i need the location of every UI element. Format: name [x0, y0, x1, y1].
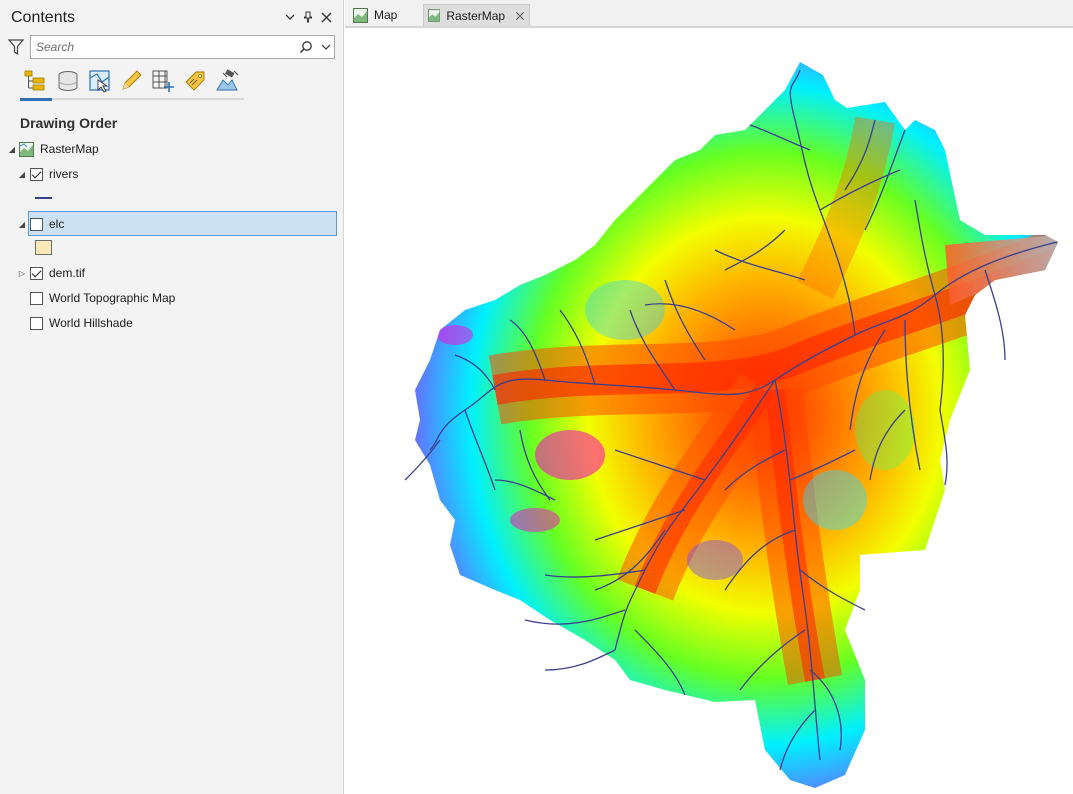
search-options-dropdown[interactable]: [320, 41, 332, 53]
world-hillshade-label: World Hillshade: [49, 316, 133, 330]
dem-label: dem.tif: [49, 266, 86, 280]
elc-label: elc: [49, 217, 65, 231]
contents-pane: Contents: [0, 0, 344, 794]
dem-raster-map[interactable]: [345, 30, 1073, 794]
rivers-label: rivers: [49, 167, 79, 181]
pane-menu-button[interactable]: [282, 8, 298, 26]
dem-elevation-surface: [415, 62, 1058, 788]
search-box[interactable]: [30, 35, 335, 59]
rivers-expander[interactable]: ◢: [18, 169, 26, 179]
rastermap-label: RasterMap: [40, 142, 99, 156]
tree-row-elc[interactable]: elc: [30, 213, 64, 235]
world-hillshade-visibility-checkbox[interactable]: [30, 316, 43, 330]
pane-title: Contents: [11, 9, 76, 26]
pane-pin-button[interactable]: [300, 8, 316, 26]
list-by-selection-icon[interactable]: [87, 68, 113, 94]
dem-visibility-checkbox[interactable]: [30, 266, 43, 280]
search-input[interactable]: [31, 36, 291, 58]
selected-layer-highlight: [28, 211, 337, 236]
rivers-visibility-checkbox[interactable]: [30, 167, 43, 181]
list-by-labeling-icon[interactable]: [182, 68, 208, 94]
tab-map[interactable]: Map: [349, 4, 401, 26]
map-view[interactable]: [345, 30, 1073, 794]
world-topographic-label: World Topographic Map: [49, 291, 176, 305]
tree-row-rivers[interactable]: rivers: [30, 163, 78, 185]
world-topographic-visibility-checkbox[interactable]: [30, 291, 43, 305]
list-by-snapping-icon[interactable]: [150, 68, 176, 94]
tree-row-rastermap[interactable]: RasterMap: [19, 138, 99, 160]
pin-icon: [304, 11, 312, 23]
pane-close-button[interactable]: [318, 8, 334, 26]
tree-row-world-hillshade[interactable]: World Hillshade: [30, 312, 133, 334]
elc-visibility-checkbox[interactable]: [30, 217, 43, 231]
elc-expander[interactable]: ◢: [18, 219, 26, 229]
rastermap-expander[interactable]: ◢: [8, 144, 16, 154]
map-icon: [428, 9, 441, 22]
view-tab-bar: Map RasterMap: [345, 0, 1073, 28]
chevron-down-icon: [285, 14, 295, 20]
list-by-perspective-imagery-icon[interactable]: [214, 68, 240, 94]
toolbar-underline: [20, 98, 244, 101]
rivers-line-symbol[interactable]: [35, 197, 52, 199]
tree-row-world-topographic-map[interactable]: World Topographic Map: [30, 287, 175, 309]
map-icon: [353, 7, 368, 23]
tab-rastermap-label: RasterMap: [446, 8, 506, 23]
tree-row-dem[interactable]: dem.tif: [30, 262, 85, 284]
contents-view-toolbar: [20, 66, 244, 100]
list-by-drawing-order-icon[interactable]: [22, 68, 48, 94]
tab-map-label: Map: [374, 8, 398, 22]
map-icon: [19, 141, 34, 157]
rivers-layer: [404, 69, 1058, 771]
search-icon[interactable]: [299, 40, 313, 54]
close-icon: [321, 12, 331, 22]
tab-rastermap[interactable]: RasterMap: [423, 4, 530, 26]
list-by-data-source-icon[interactable]: [55, 68, 81, 94]
dem-expander[interactable]: ▷: [18, 268, 26, 278]
drawing-order-heading: Drawing Order: [20, 115, 118, 131]
close-icon[interactable]: [515, 10, 525, 22]
active-toolbar-indicator: [20, 98, 52, 101]
filter-icon[interactable]: [8, 38, 24, 56]
elc-fill-symbol[interactable]: [35, 240, 52, 255]
list-by-editing-icon[interactable]: [118, 68, 144, 94]
